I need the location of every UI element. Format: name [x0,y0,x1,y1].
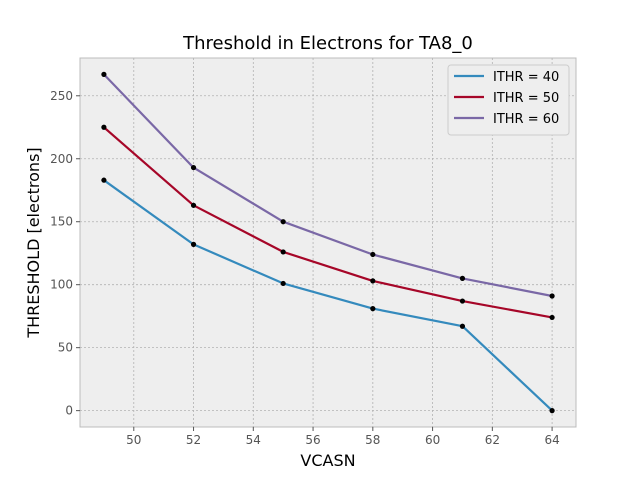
x-tick-label: 52 [186,433,201,447]
x-axis-ticks: 50 52 54 56 58 60 62 64 [126,427,560,447]
data-point [280,280,286,287]
data-point [370,306,376,312]
series-group [101,71,555,414]
data-point [190,164,197,171]
data-point [549,408,555,414]
data-point [280,219,286,225]
series-line-2 [103,126,553,319]
x-tick-label: 60 [425,433,440,447]
data-point [280,249,286,255]
chart-title: Threshold in Electrons for TA8_0 [182,33,473,54]
data-point [459,298,466,304]
x-tick-label: 64 [544,433,559,447]
series-line-1 [103,179,553,412]
y-axis-ticks: 0 50 100 150 200 250 [50,89,80,418]
x-tick-label: 50 [126,433,141,447]
y-tick-label: 250 [50,89,73,103]
legend: ITHR = 40 ITHR = 50 ITHR = 60 [447,64,570,136]
data-point [549,314,555,321]
y-tick-label: 100 [50,278,73,292]
x-tick-label: 62 [485,433,500,447]
data-point [459,323,466,329]
x-tick-label: 54 [246,433,261,447]
data-point [549,293,555,299]
y-tick-label: 150 [50,215,73,229]
data-point [459,275,466,281]
data-point [101,177,107,183]
y-tick-label: 50 [58,341,73,355]
legend-label: ITHR = 50 [493,91,559,106]
data-point [370,278,376,284]
data-point [190,241,197,247]
x-tick-label: 58 [365,433,380,447]
series-line-3 [103,73,553,298]
legend-label: ITHR = 60 [493,112,559,127]
y-tick-label: 200 [50,152,73,166]
data-point [101,124,107,130]
x-tick-label: 56 [305,433,320,447]
legend-label: ITHR = 40 [493,70,559,85]
y-tick-label: 0 [65,404,73,418]
y-axis-label: THRESHOLD [electrons] [24,147,43,338]
data-point [370,251,376,258]
data-point [190,202,197,208]
x-axis-label: VCASN [300,451,355,470]
data-point [101,71,107,77]
